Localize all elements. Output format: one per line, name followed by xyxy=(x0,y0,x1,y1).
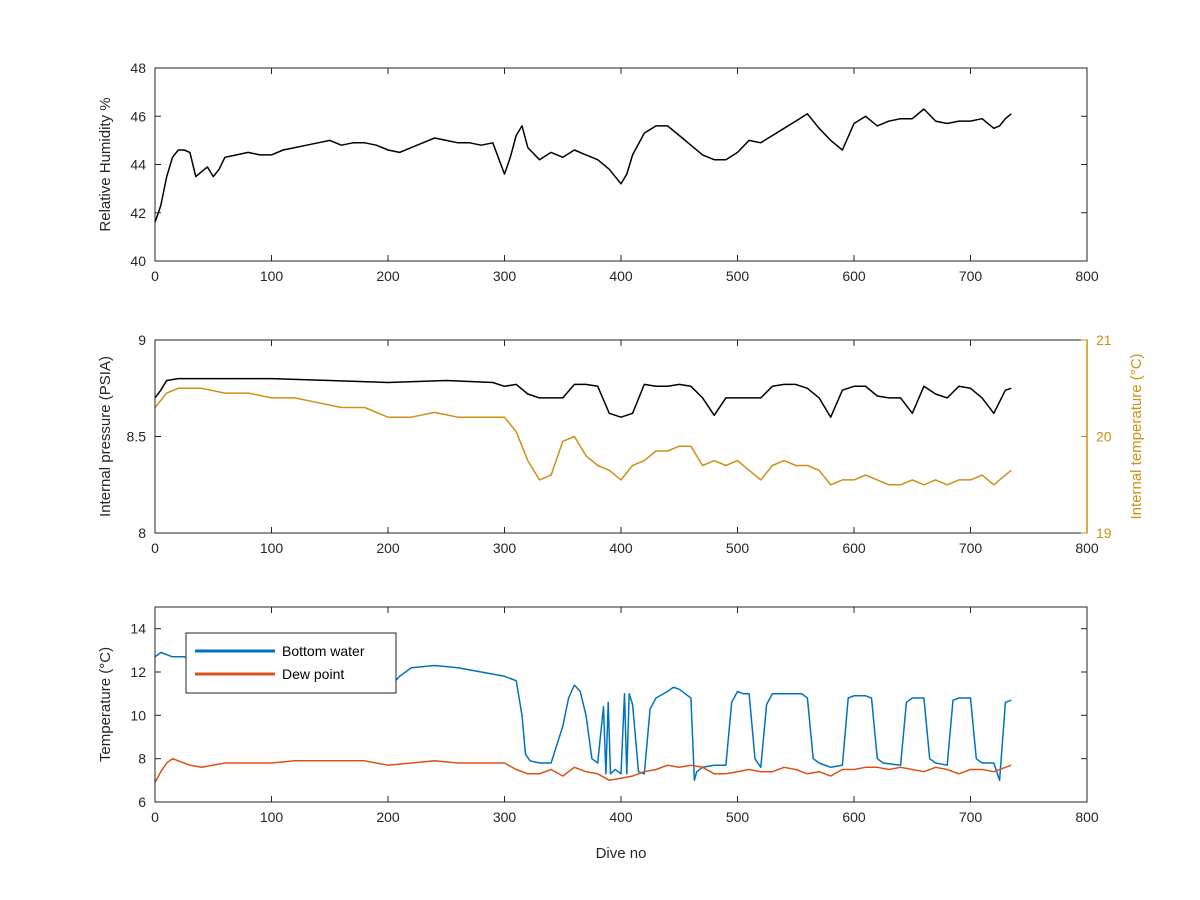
y-tick-label: 42 xyxy=(130,205,146,221)
y-axis-label: Relative Humidity % xyxy=(97,97,114,231)
x-axis-label: Dive no xyxy=(596,845,647,862)
x-tick-label: 0 xyxy=(151,809,159,825)
x-tick-label: 600 xyxy=(842,540,866,556)
legend xyxy=(185,632,397,694)
y-tick-label: 6 xyxy=(138,794,146,810)
x-tick-label: 100 xyxy=(260,809,284,825)
y-axis-label-right: Internal temperature (°C) xyxy=(1128,353,1145,519)
series-line-bottom-water xyxy=(154,651,1012,782)
series-line-dew-point xyxy=(154,757,1012,783)
plot-area xyxy=(155,340,1087,533)
x-tick-label: 300 xyxy=(493,809,517,825)
water-temperature-panel: 0 100 200 300 400 500 600 700 800 6 8 10 12 14 Tempera… xyxy=(97,606,1099,825)
y-tick-label: 44 xyxy=(130,157,146,173)
x-tick-label: 800 xyxy=(1075,809,1099,825)
x-tick-label: 0 xyxy=(151,540,159,556)
y-tick-label: 10 xyxy=(130,707,146,723)
legend-label: Dew point xyxy=(282,666,344,682)
x-tick-label: 700 xyxy=(959,268,983,284)
series-line-1-1 xyxy=(154,387,1012,486)
x-tick-label: 700 xyxy=(959,809,983,825)
x-tick-label: 600 xyxy=(842,268,866,284)
y-tick-label: 14 xyxy=(130,621,146,637)
series-line-1-0 xyxy=(154,377,1012,418)
x-tick-label: 200 xyxy=(376,809,400,825)
x-tick-label: 800 xyxy=(1075,540,1099,556)
x-tick-label: 500 xyxy=(726,268,750,284)
legend-label: Bottom water xyxy=(282,643,365,659)
y-tick-label: 12 xyxy=(130,664,146,680)
y-axis-label: Internal pressure (PSIA) xyxy=(97,356,114,517)
y-tick-label-right: 20 xyxy=(1096,429,1112,445)
x-tick-label: 600 xyxy=(842,809,866,825)
y-tick-label: 48 xyxy=(130,60,146,76)
plot-area xyxy=(155,68,1087,261)
x-tick-label: 200 xyxy=(376,540,400,556)
pressure-temperature-panel: 0 100 200 300 400 500 600 700 800 8 8.5 9 Internal p… xyxy=(97,332,1145,556)
x-tick-label: 500 xyxy=(726,540,750,556)
x-tick-label: 100 xyxy=(260,540,284,556)
x-tick-label: 400 xyxy=(609,268,633,284)
x-tick-label: 700 xyxy=(959,540,983,556)
x-tick-label: 100 xyxy=(260,268,284,284)
x-tick-label: 400 xyxy=(609,540,633,556)
y-tick-label: 9 xyxy=(138,332,146,348)
x-tick-label: 200 xyxy=(376,268,400,284)
y-tick-label-right: 19 xyxy=(1096,525,1112,541)
x-tick-label: 0 xyxy=(151,268,159,284)
y-tick-label: 40 xyxy=(130,253,146,269)
series-line-0-0 xyxy=(154,108,1012,223)
y-tick-label: 46 xyxy=(130,108,146,124)
x-tick-label: 800 xyxy=(1075,268,1099,284)
y-tick-label-right: 21 xyxy=(1096,332,1112,348)
x-tick-label: 400 xyxy=(609,809,633,825)
humidity-panel: 0 100 200 300 400 500 600 700 800 40 42 44 46 48 Relat… xyxy=(97,60,1099,284)
y-tick-label: 8 xyxy=(138,751,146,767)
y-tick-label: 8.5 xyxy=(127,429,147,445)
x-tick-label: 300 xyxy=(493,268,517,284)
y-axis-label: Temperature (°C) xyxy=(97,647,114,762)
y-tick-label: 8 xyxy=(138,525,146,541)
x-tick-label: 500 xyxy=(726,809,750,825)
x-tick-label: 300 xyxy=(493,540,517,556)
